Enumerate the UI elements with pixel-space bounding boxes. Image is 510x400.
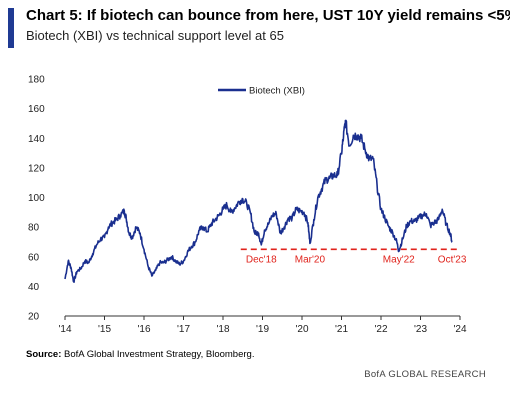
y-tick-label: 100 [28,193,45,204]
y-tick-label: 40 [28,282,40,293]
y-tick-label: 80 [28,223,40,234]
x-tick-label: '21 [335,324,348,335]
y-tick-label: 160 [28,104,45,115]
chart-title: Chart 5: If biotech can bounce from here… [26,7,510,24]
x-tick-label: '20 [295,324,308,335]
series-line-xbi [64,119,453,283]
annotation-label: Mar'20 [295,254,326,265]
legend-label: Biotech (XBI) [249,86,305,97]
x-tick-label: '14 [58,324,71,335]
y-tick-label: 120 [28,163,45,174]
y-tick-label: 20 [28,312,40,323]
x-tick-label: '18 [216,324,229,335]
x-tick-label: '19 [256,324,269,335]
annotation-label: Oct'23 [438,254,467,265]
x-tick-label: '16 [137,324,150,335]
x-tick-label: '22 [374,324,387,335]
annotation-label: May'22 [383,254,415,265]
source-text: BofA Global Investment Strategy, Bloombe… [61,349,255,360]
legend: Biotech (XBI) [218,86,305,97]
x-tick-label: '17 [177,324,190,335]
x-tick-label: '24 [453,324,466,335]
x-tick-label: '23 [414,324,427,335]
title-accent-bar [8,8,14,48]
source-note: Source: BofA Global Investment Strategy,… [26,349,254,360]
brand-footer: BofA GLOBAL RESEARCH [364,369,486,380]
y-tick-label: 60 [28,252,40,263]
y-axis: 20 40 60 80 100 120 140 160 180 [28,75,45,323]
annotation-label: Dec'18 [246,254,277,265]
annotations: Dec'18 Mar'20 May'22 Oct'23 [246,254,467,265]
source-label: Source: [26,349,62,360]
x-axis: '14 '15 '16 '17 '18 '19 '20 '21 '22 '23 '24 [58,316,467,335]
y-tick-label: 140 [28,134,45,145]
x-tick-label: '15 [98,324,111,335]
y-tick-label: 180 [28,75,45,86]
series-group [64,119,453,283]
chart-subtitle: Biotech (XBI) vs technical support level… [26,28,284,43]
